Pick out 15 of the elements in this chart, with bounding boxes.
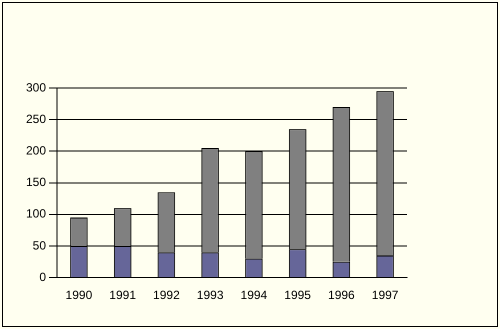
x-tick-label: 1993 xyxy=(196,288,224,302)
x-tick-label: 1992 xyxy=(153,288,180,302)
x-tick-label: 1990 xyxy=(66,288,93,302)
x-tick-label: 1994 xyxy=(240,288,268,302)
y-tick-label: 50 xyxy=(32,238,46,252)
y-tick-label: 100 xyxy=(26,206,46,221)
y-tick-label: 300 xyxy=(26,80,46,94)
x-tick-label: 1991 xyxy=(109,288,136,302)
y-tick-label: 0 xyxy=(39,270,46,284)
y-tick-label: 200 xyxy=(26,144,46,158)
x-tick-label: 1996 xyxy=(328,288,356,302)
x-tick-label: 1995 xyxy=(284,288,312,302)
y-tick-label: 150 xyxy=(26,175,46,190)
x-tick-label: 1997 xyxy=(372,288,399,302)
y-tick-label: 250 xyxy=(26,112,46,126)
